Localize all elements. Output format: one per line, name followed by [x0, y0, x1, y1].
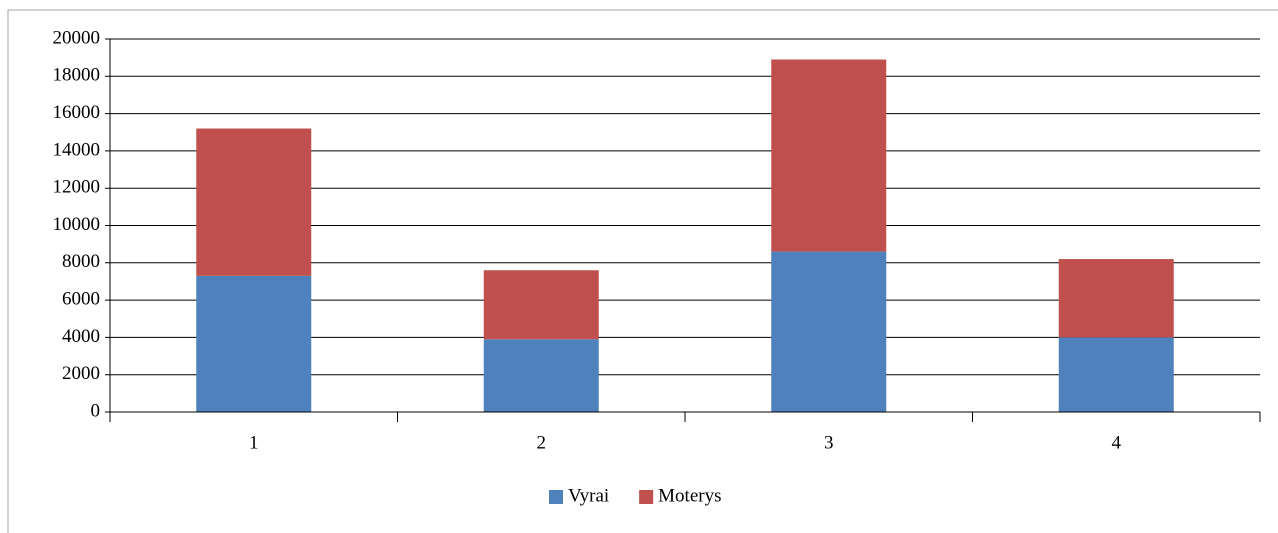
y-tick-label: 2000 [62, 363, 100, 384]
x-tick-label: 2 [537, 432, 547, 453]
x-tick-label: 1 [249, 432, 259, 453]
y-tick-label: 12000 [53, 177, 101, 198]
bar-segment [196, 128, 312, 276]
bar-segment [1058, 337, 1174, 412]
legend-label: Vyrai [568, 485, 609, 506]
bar-segment [1058, 259, 1174, 338]
y-tick-label: 16000 [53, 102, 101, 123]
y-tick-label: 10000 [53, 214, 101, 235]
legend-label: Moterys [658, 485, 721, 506]
y-tick-label: 20000 [53, 27, 101, 48]
bar-segment [483, 339, 599, 412]
y-tick-label: 4000 [62, 326, 100, 347]
legend-swatch [549, 490, 563, 504]
y-tick-label: 0 [91, 400, 101, 421]
x-tick-label: 4 [1112, 432, 1122, 453]
bar-segment [483, 270, 599, 340]
y-tick-label: 8000 [62, 251, 100, 272]
bar-segment [771, 59, 887, 252]
y-tick-label: 6000 [62, 288, 100, 309]
x-tick-label: 3 [824, 432, 834, 453]
legend-swatch [639, 490, 654, 504]
bar-segment [196, 275, 312, 412]
y-tick-label: 18000 [53, 65, 101, 86]
bar-segment [771, 251, 887, 412]
y-tick-label: 14000 [53, 139, 101, 160]
